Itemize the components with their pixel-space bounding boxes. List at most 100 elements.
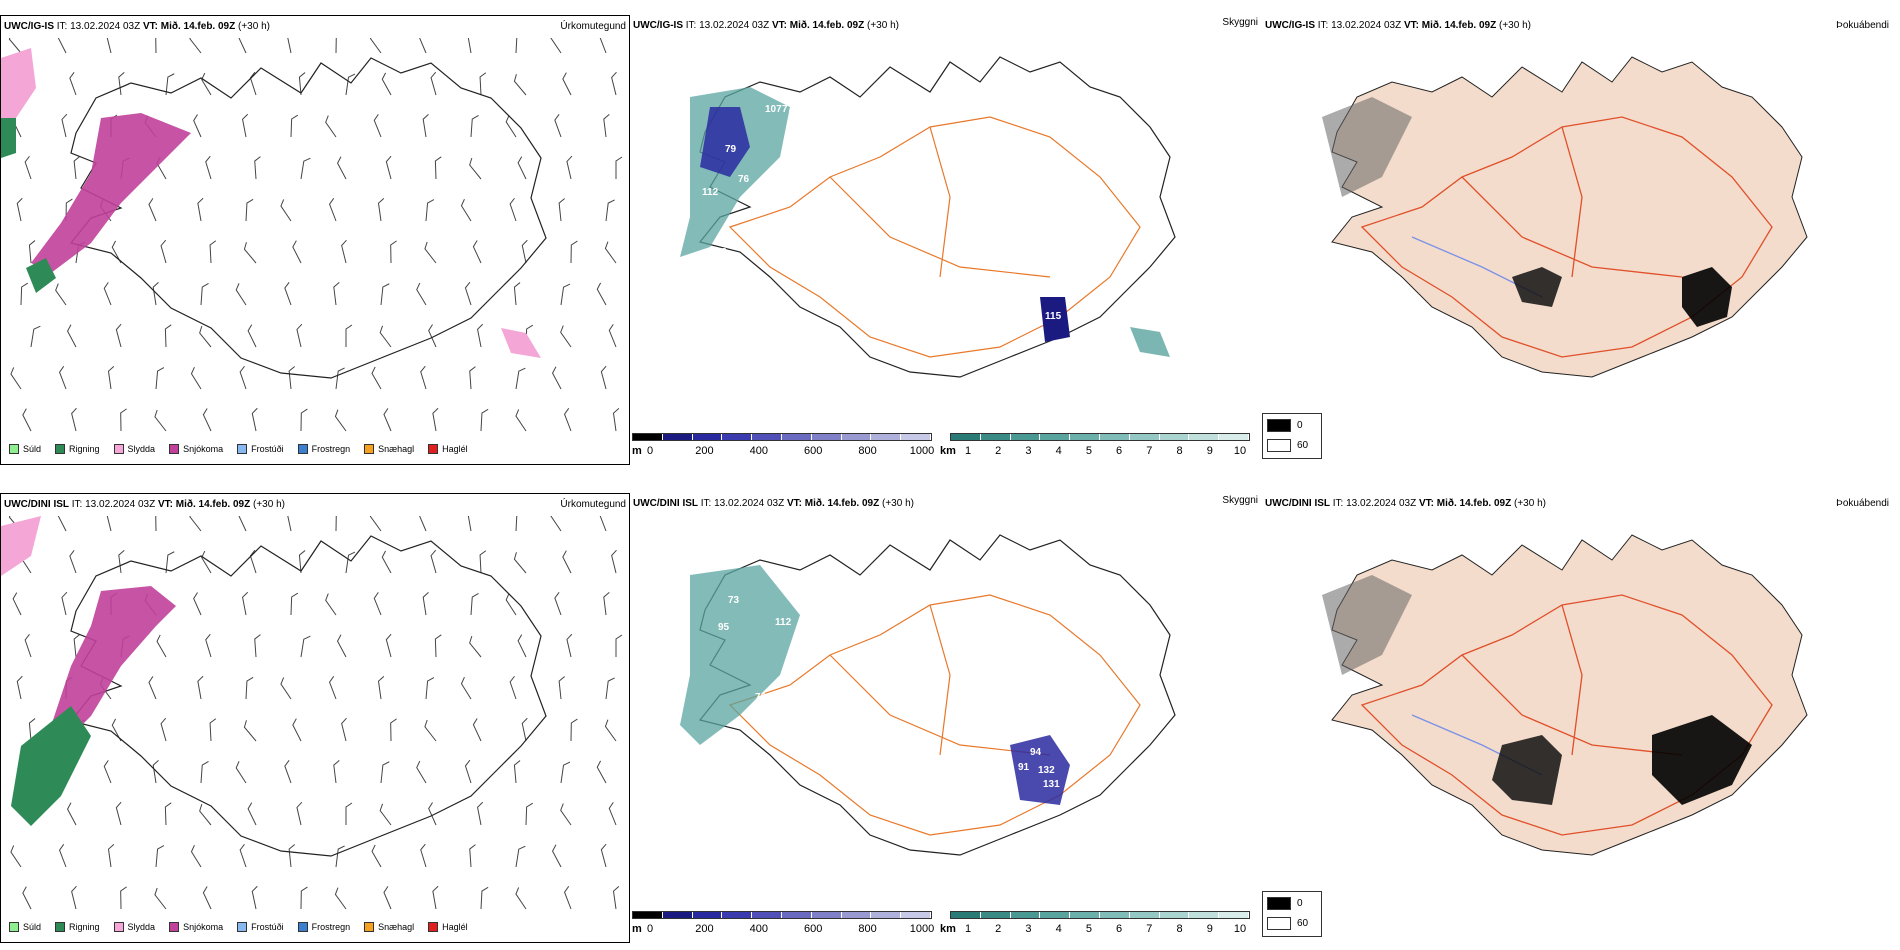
colorbar-segment xyxy=(1099,912,1130,918)
precip-map xyxy=(1,38,623,432)
precip-legend-swatch xyxy=(9,922,19,932)
fog-area xyxy=(1652,715,1752,805)
wind-barb xyxy=(335,516,343,532)
wind-barb xyxy=(430,71,437,96)
wind-barb xyxy=(8,38,22,54)
precip-legend-swatch xyxy=(169,922,180,932)
wind-barb xyxy=(469,844,476,868)
wind-barb xyxy=(560,325,572,348)
precip-legend-label: Súld xyxy=(23,922,42,932)
colorbar-segment xyxy=(980,434,1011,440)
ceiling-colorbar-scale xyxy=(632,433,932,441)
precip-legend-swatch xyxy=(364,444,375,454)
wind-barb xyxy=(288,366,295,390)
wind-barb xyxy=(201,550,212,574)
colorbar-tick-label: 200 xyxy=(695,923,714,935)
wind-barb xyxy=(202,408,212,432)
rain-area-sw xyxy=(26,258,56,293)
wind-barb xyxy=(521,717,528,742)
panel-title: Úrkomutegund xyxy=(560,499,626,510)
wind-barb xyxy=(103,760,112,784)
wind-barb xyxy=(480,408,489,432)
wind-barb xyxy=(155,38,162,54)
wind-barb xyxy=(12,592,22,616)
precip-type-panel-top: UWC/IG-IS IT: 13.02.2024 03Z VT: Mið. 14… xyxy=(0,15,630,465)
wind-barb xyxy=(345,324,353,347)
wind-barb xyxy=(472,240,482,264)
colorbar-tick-label: 800 xyxy=(858,445,877,457)
precip-legend: Súld Rigning Slydda Snjókoma Frostúði Frostre… xyxy=(9,444,468,454)
ceiling-colorbar-scale xyxy=(632,911,932,919)
precip-legend-item: Frostregn xyxy=(297,444,350,454)
fog-map xyxy=(1322,515,1892,943)
wind-barb xyxy=(61,591,68,616)
wind-barb xyxy=(280,199,292,222)
wind-barb xyxy=(66,802,77,826)
wind-barb xyxy=(604,241,617,264)
low-vis-area-se xyxy=(1130,327,1170,357)
wind-barb xyxy=(341,239,347,264)
wind-barb xyxy=(58,844,67,868)
wind-barb xyxy=(71,885,77,910)
wind-barb xyxy=(385,633,392,658)
colorbar-tick-label: 6 xyxy=(1116,445,1123,457)
ceiling-value: 112 xyxy=(702,187,719,198)
wind-barb xyxy=(380,283,390,306)
wind-barb xyxy=(467,38,474,54)
colorbar-segment xyxy=(1159,434,1190,440)
ceiling-value: 131 xyxy=(1043,779,1060,790)
wind-barb xyxy=(434,634,442,658)
wind-barb xyxy=(505,593,517,616)
colorbar-segment xyxy=(633,434,663,440)
wind-barb xyxy=(164,802,172,826)
wind-barb xyxy=(383,886,392,910)
wind-barb xyxy=(107,844,115,868)
fog-panel-bottom: UWC/DINI ISL IT: 13.02.2024 03Z VT: Mið.… xyxy=(1262,493,1892,943)
fog-legend-swatch xyxy=(1267,439,1291,452)
colorbar-tick-label: 1000 xyxy=(909,923,935,935)
wind-barb xyxy=(562,550,572,574)
wind-barb xyxy=(424,719,437,742)
wind-barb xyxy=(525,802,534,826)
rain-area-sw xyxy=(11,706,91,826)
colorbar-tick-label: 3 xyxy=(1025,923,1032,935)
wind-barb xyxy=(424,241,437,264)
precip-legend-item: Frostregn xyxy=(297,922,350,932)
wind-barb xyxy=(420,365,427,390)
wind-barb xyxy=(425,677,435,700)
wind-barb xyxy=(296,801,303,826)
wind-barb xyxy=(245,198,254,222)
ceiling-value: 731 xyxy=(803,652,820,663)
colorbar-tick-label: 2 xyxy=(995,445,1002,457)
wind-barb xyxy=(554,113,562,138)
wind-barb xyxy=(325,115,337,138)
panel-title: Skyggni xyxy=(1222,17,1258,28)
wind-barb xyxy=(420,843,427,868)
wind-barb xyxy=(416,282,427,306)
colorbar-tick-label: 1000 xyxy=(909,445,935,457)
precip-legend-swatch xyxy=(55,922,66,932)
wind-barb xyxy=(598,38,607,54)
colorbar-segment xyxy=(1189,912,1220,918)
wind-barb xyxy=(165,73,175,96)
precip-legend-item: Slydda xyxy=(113,444,155,454)
precip-legend: Súld Rigning Slydda Snjókoma Frostúði Frostre… xyxy=(9,922,468,932)
precip-legend-item: Snæhagl xyxy=(364,444,414,454)
wind-barb xyxy=(558,676,565,700)
panel-title: Þokuábendi xyxy=(1836,20,1889,31)
precip-legend-swatch xyxy=(297,922,308,932)
colorbar-segment xyxy=(662,912,693,918)
wind-barb xyxy=(328,676,337,700)
wind-barb xyxy=(245,676,254,700)
wind-barb xyxy=(480,886,489,910)
low-ceiling-area xyxy=(700,107,750,177)
precip-legend-item: Rigning xyxy=(55,444,100,454)
wind-barb xyxy=(28,240,36,264)
precip-legend-label: Snæhagl xyxy=(378,444,415,454)
wind-barb xyxy=(115,801,122,826)
wind-barb xyxy=(608,324,617,348)
wind-barb xyxy=(469,635,482,658)
wind-barb xyxy=(464,281,472,306)
precip-legend-label: Haglél xyxy=(442,922,468,932)
wind-barb xyxy=(513,552,527,574)
